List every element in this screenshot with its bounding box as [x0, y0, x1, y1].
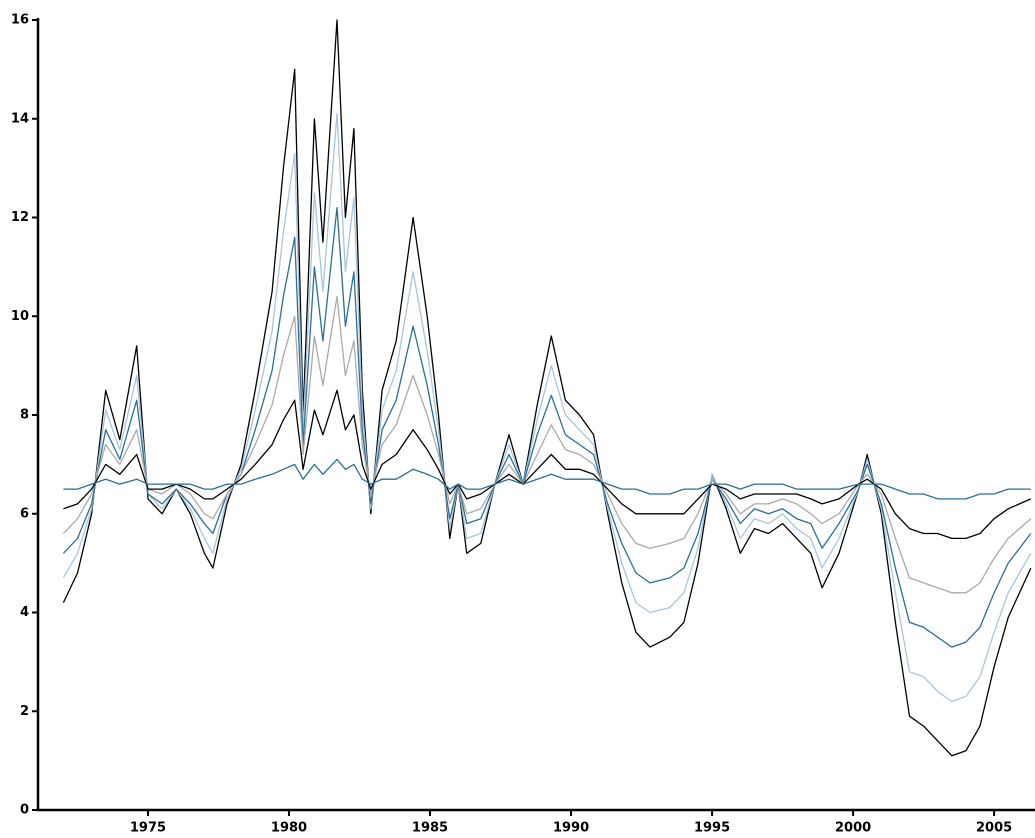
x-tick-label: 1985 — [412, 821, 448, 836]
x-tick-label: 1995 — [694, 821, 730, 836]
y-tick-label: 0 — [20, 803, 29, 818]
series-line — [63, 458, 1031, 500]
y-tick-label: 2 — [20, 704, 29, 719]
x-tick-label: 1990 — [553, 821, 589, 836]
y-tick-label: 14 — [11, 111, 29, 126]
y-tick-label: 6 — [20, 506, 29, 521]
x-tick-label: 1980 — [271, 821, 307, 836]
y-tick-label: 12 — [11, 210, 29, 225]
series-line — [62, 19, 1032, 757]
y-tick-label: 4 — [20, 605, 29, 620]
y-tick-label: 16 — [11, 13, 29, 28]
series-line — [62, 206, 1032, 648]
y-tick-label: 8 — [20, 408, 29, 423]
x-tick-label: 2005 — [976, 821, 1012, 836]
x-tick-label: 1975 — [130, 821, 166, 836]
y-tick-label: 10 — [11, 309, 29, 324]
x-tick-label: 2000 — [835, 821, 871, 836]
